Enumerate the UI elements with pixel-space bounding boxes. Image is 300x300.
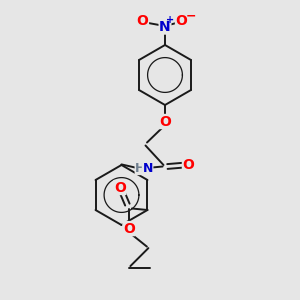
Text: O: O [123, 222, 135, 236]
Text: O: O [136, 14, 148, 28]
Text: −: − [185, 9, 196, 22]
Text: +: + [166, 15, 174, 26]
Text: O: O [176, 14, 188, 28]
Text: N: N [159, 20, 171, 34]
Text: O: O [182, 158, 194, 172]
Text: O: O [159, 115, 171, 128]
Text: N: N [142, 161, 153, 175]
Text: H: H [135, 161, 146, 175]
Text: O: O [114, 181, 126, 194]
